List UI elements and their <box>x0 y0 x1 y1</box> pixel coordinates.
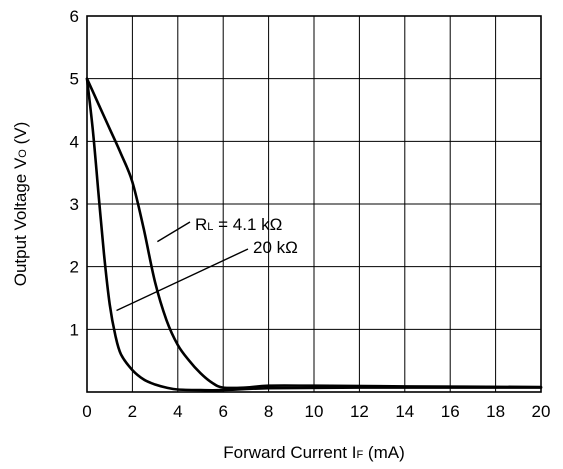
y-axis-title: Output Voltage VO (V) <box>11 122 30 287</box>
annotation-leader-20k <box>116 248 249 312</box>
x-tick-label: 8 <box>264 402 273 421</box>
annotation-leader-4-1k <box>157 221 191 243</box>
annotation-rl-4-1k: RL = 4.1 kΩ <box>195 215 282 234</box>
curve-series-2 <box>85 77 543 392</box>
curve-layer <box>85 77 543 392</box>
x-tick-label: 16 <box>441 402 460 421</box>
y-tick-label: 2 <box>70 258 79 277</box>
grid-layer <box>87 16 541 392</box>
x-tick-label: 14 <box>395 402 414 421</box>
x-tick-label: 12 <box>350 402 369 421</box>
plot-frame <box>86 15 542 393</box>
x-tick-label: 6 <box>218 402 227 421</box>
y-tick-label: 4 <box>70 132 79 151</box>
y-tick-label: 6 <box>70 7 79 26</box>
y-tick-label: 1 <box>70 320 79 339</box>
x-tick-label: 20 <box>532 402 551 421</box>
x-axis-title: Forward Current IF (mA) <box>223 443 404 462</box>
curve-series-1 <box>85 77 543 390</box>
x-tick-label: 2 <box>128 402 137 421</box>
x-tick-label: 10 <box>305 402 324 421</box>
x-tick-label: 0 <box>82 402 91 421</box>
x-tick-label: 18 <box>486 402 505 421</box>
annotation-20k: 20 kΩ <box>253 238 298 257</box>
y-tick-label: 5 <box>70 70 79 89</box>
y-tick-label: 3 <box>70 195 79 214</box>
x-tick-label: 4 <box>173 402 182 421</box>
